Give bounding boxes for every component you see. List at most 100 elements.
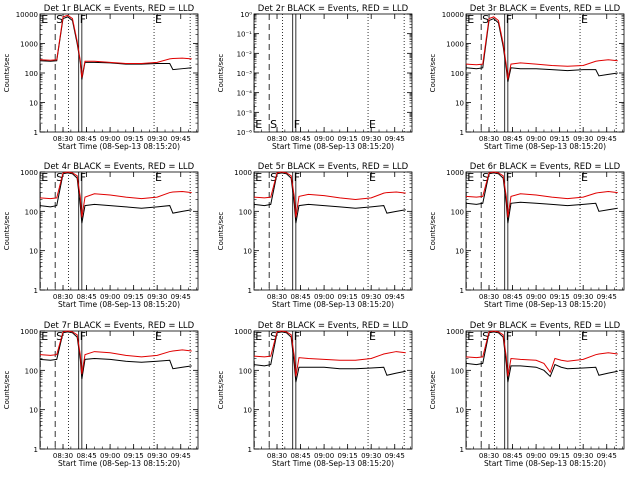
x-tick-label: 09:15: [550, 135, 570, 143]
x-tick-label: 08:45: [290, 135, 310, 143]
x-tick-label: 08:30: [267, 293, 287, 301]
marker-label: E: [255, 118, 262, 131]
marker-label: F: [506, 13, 512, 26]
y-axis-label: Counts/sec: [217, 54, 225, 93]
x-tick-label: 08:30: [53, 293, 73, 301]
x-axis-label: Start Time (08-Sep-13 08:15:20): [484, 459, 606, 468]
y-tick-label: 100: [25, 367, 38, 375]
x-tick-label: 09:15: [550, 293, 570, 301]
x-axis-label: Start Time (08-Sep-13 08:15:20): [484, 300, 606, 309]
marker-label: S: [270, 171, 277, 184]
x-tick-label: 09:00: [526, 452, 546, 460]
y-tick-label: 100: [25, 208, 38, 216]
panel-title: Det 7r BLACK = Events, RED = LLD: [44, 321, 195, 331]
panel-title: Det 1r BLACK = Events, RED = LLD: [44, 4, 195, 14]
y-tick-label: 10⁻¹: [237, 31, 253, 39]
x-tick-label: 09:15: [124, 135, 144, 143]
series-line-lld: [39, 330, 192, 375]
x-tick-label: 09:30: [361, 293, 381, 301]
y-tick-label: 10: [455, 100, 464, 108]
marker-label: S: [270, 118, 277, 131]
y-tick-label: 10⁻⁵: [237, 109, 253, 117]
x-tick-label: 09:45: [171, 293, 191, 301]
x-tick-label: 09:30: [147, 452, 167, 460]
marker-label: E: [155, 330, 162, 343]
y-tick-label: 1000: [234, 169, 252, 177]
x-axis-label: Start Time (08-Sep-13 08:15:20): [58, 300, 180, 309]
y-tick-label: 100: [239, 367, 252, 375]
x-tick-label: 09:45: [385, 452, 405, 460]
y-tick-label: 10: [29, 248, 38, 256]
panel-det-7: Det 7r BLACK = Events, RED = LLD 1 10 100 10…: [3, 321, 199, 468]
x-tick-label: 08:45: [502, 135, 522, 143]
y-tick-label: 1000: [20, 328, 38, 336]
plot-frame: [465, 171, 625, 291]
x-tick-label: 09:00: [314, 135, 334, 143]
x-tick-label: 09:15: [550, 452, 570, 460]
plot-frame: [39, 13, 199, 133]
x-axis-label: Start Time (08-Sep-13 08:15:20): [58, 142, 180, 151]
x-tick-label: 09:00: [100, 293, 120, 301]
y-tick-label: 10: [455, 248, 464, 256]
marker-label: F: [80, 330, 86, 343]
panel-title: Det 4r BLACK = Events, RED = LLD: [44, 162, 195, 172]
panel-det-5: Det 5r BLACK = Events, RED = LLD 1 10 100 10…: [217, 162, 413, 309]
marker-label: F: [294, 330, 300, 343]
plot-frame: [253, 330, 413, 450]
y-axis-label: Counts/sec: [3, 212, 11, 251]
marker-label: E: [581, 13, 588, 26]
y-axis-label: Counts/sec: [429, 371, 437, 410]
series-line-lld: [465, 16, 618, 80]
y-axis-label: Counts/sec: [429, 54, 437, 93]
marker-label: E: [155, 171, 162, 184]
series-line-events: [39, 16, 192, 80]
y-tick-label: 1: [34, 129, 38, 137]
marker-label: S: [482, 171, 489, 184]
y-axis-label: Counts/sec: [217, 371, 225, 410]
marker-label: S: [56, 13, 63, 26]
x-axis-label: Start Time (08-Sep-13 08:15:20): [272, 459, 394, 468]
panel-det-9: Det 9r BLACK = Events, RED = LLD 1 10 100 10…: [429, 321, 625, 468]
y-axis-label: Counts/sec: [3, 54, 11, 93]
y-tick-label: 10000: [442, 11, 464, 19]
y-tick-label: 1000: [446, 41, 464, 49]
x-tick-label: 08:45: [76, 135, 96, 143]
y-tick-label: 10⁻²: [237, 50, 253, 58]
marker-label: S: [482, 13, 489, 26]
x-tick-label: 08:30: [53, 452, 73, 460]
x-axis-label: Start Time (08-Sep-13 08:15:20): [272, 300, 394, 309]
x-tick-label: 09:45: [171, 452, 191, 460]
y-tick-label: 1000: [20, 169, 38, 177]
plot-frame: [39, 171, 199, 291]
x-axis-label: Start Time (08-Sep-13 08:15:20): [484, 142, 606, 151]
x-tick-label: 08:45: [502, 293, 522, 301]
y-axis-label: Counts/sec: [3, 371, 11, 410]
x-tick-label: 09:30: [573, 452, 593, 460]
marker-label: F: [294, 118, 300, 131]
x-tick-label: 09:00: [526, 135, 546, 143]
plot-frame: [465, 13, 625, 133]
panel-title: Det 9r BLACK = Events, RED = LLD: [470, 321, 621, 331]
x-tick-label: 08:45: [76, 293, 96, 301]
y-tick-label: 100: [451, 208, 464, 216]
panel-det-3: Det 3r BLACK = Events, RED = LLD 1 10 100 10…: [429, 4, 625, 151]
x-tick-label: 09:15: [338, 452, 358, 460]
x-tick-label: 09:15: [338, 135, 358, 143]
y-tick-label: 10: [455, 407, 464, 415]
marker-label: E: [369, 118, 376, 131]
x-tick-label: 09:45: [385, 293, 405, 301]
x-tick-label: 08:30: [479, 135, 499, 143]
y-tick-label: 10⁻³: [237, 70, 253, 78]
panel-det-6: Det 6r BLACK = Events, RED = LLD 1 10 100 10…: [429, 162, 625, 309]
marker-label: S: [56, 330, 63, 343]
x-axis-label: Start Time (08-Sep-13 08:15:20): [58, 459, 180, 468]
marker-label: F: [80, 171, 86, 184]
marker-label: E: [467, 171, 474, 184]
series-line-lld: [465, 330, 618, 377]
x-tick-label: 08:30: [267, 135, 287, 143]
x-tick-label: 08:45: [290, 293, 310, 301]
x-tick-label: 08:30: [479, 452, 499, 460]
y-tick-label: 100: [451, 367, 464, 375]
marker-label: E: [41, 13, 48, 26]
y-tick-label: 1: [34, 446, 38, 454]
